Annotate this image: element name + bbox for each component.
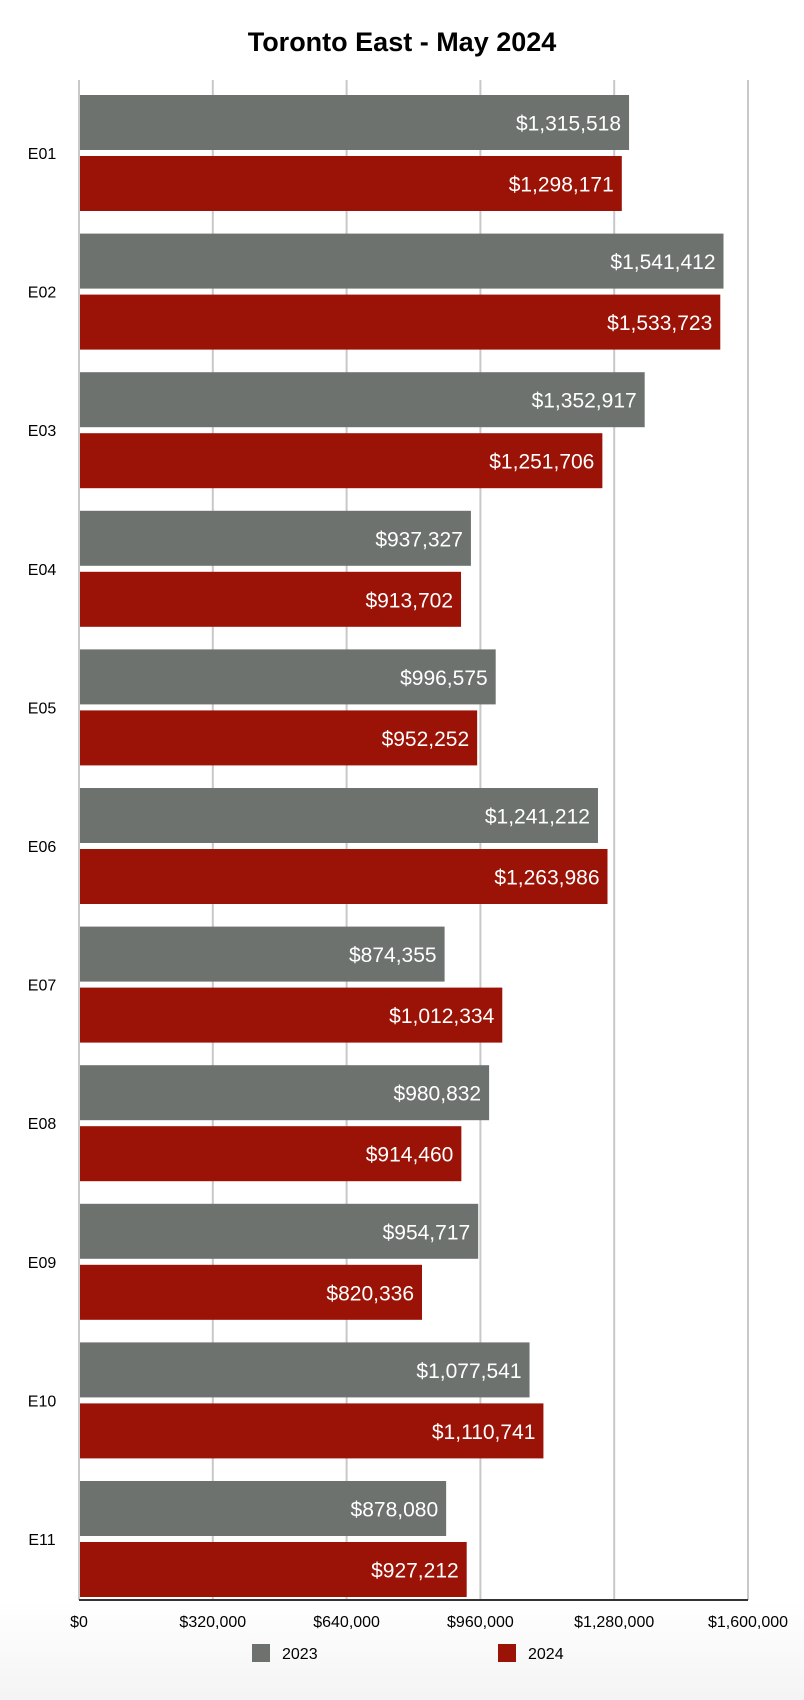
bar-2023-E09 [79, 1203, 479, 1259]
bar-2024-E09 [79, 1264, 423, 1320]
bar-data-label: $937,327 [375, 528, 463, 551]
bar-data-label: $1,315,518 [516, 113, 621, 136]
category-label: E08 [28, 1116, 57, 1133]
category-label: E07 [28, 978, 57, 995]
bar-data-label: $913,702 [365, 589, 453, 612]
bar-2024-E01 [79, 156, 622, 211]
bar-2024-E08 [79, 1126, 462, 1182]
legend-swatch-2023 [252, 1644, 270, 1662]
bars: $1,315,518 $1,298,171 $1,541,412 $1,533,723… [79, 95, 724, 1597]
x-tick-label: $640,000 [313, 1614, 380, 1631]
legend-label: 2024 [528, 1646, 564, 1663]
bar-data-label: $927,212 [371, 1560, 459, 1583]
bar-data-label: $820,336 [326, 1282, 414, 1305]
bar-2023-E05 [79, 649, 496, 705]
bar-data-label: $952,252 [382, 728, 470, 751]
bar-data-label: $914,460 [366, 1144, 454, 1167]
legend-swatch-2024 [498, 1644, 516, 1662]
bar-2023-E10 [79, 1342, 530, 1398]
bar-2023-E08 [79, 1065, 490, 1121]
bar-data-label: $1,012,334 [389, 1005, 494, 1028]
bar-2023-E03 [79, 372, 645, 428]
bar-2024-E02 [79, 294, 721, 350]
bar-2023-E07 [79, 926, 445, 982]
bar-2023-E11 [79, 1481, 447, 1536]
bar-2024-E06 [79, 849, 608, 904]
category-label: E04 [28, 562, 57, 579]
bar-2024-E04 [79, 571, 462, 627]
category-label: E02 [28, 285, 57, 302]
chart-title: Toronto East - May 2024 [248, 27, 557, 57]
bar-data-label: $1,541,412 [610, 251, 715, 274]
x-tick-label: $1,280,000 [574, 1614, 654, 1631]
bar-2023-E02 [79, 233, 724, 289]
bar-data-label: $1,263,986 [494, 867, 599, 890]
x-tick-label: $1,600,000 [708, 1614, 788, 1631]
bar-2024-E05 [79, 710, 478, 766]
bar-2024-E11 [79, 1542, 467, 1597]
legend: 2023 2024 [252, 1644, 564, 1663]
category-label: E01 [28, 146, 57, 163]
bar-data-label: $954,717 [383, 1221, 471, 1244]
x-tick-label: $960,000 [447, 1614, 514, 1631]
bar-data-label: $1,077,541 [416, 1360, 521, 1383]
bar-data-label: $878,080 [351, 1499, 439, 1522]
bar-2024-E03 [79, 433, 603, 489]
x-tick-label: $320,000 [179, 1614, 246, 1631]
category-label: E09 [28, 1255, 57, 1272]
bar-2023-E06 [79, 788, 598, 843]
bar-2023-E04 [79, 510, 471, 566]
category-label: E06 [28, 839, 57, 856]
x-tick-label: $0 [70, 1614, 88, 1631]
category-label: E11 [28, 1532, 55, 1549]
axes: $0 $320,000 $640,000 $960,000 $1,280,000 $1,6… [28, 80, 788, 1631]
bar-data-label: $996,575 [400, 667, 488, 690]
bar-2023-E01 [79, 95, 630, 150]
bar-data-label: $980,832 [394, 1083, 482, 1106]
bar-data-label: $1,241,212 [485, 806, 590, 829]
bar-data-label: $1,110,741 [432, 1421, 536, 1444]
bar-2024-E07 [79, 987, 503, 1043]
category-label: E10 [28, 1393, 57, 1410]
category-label: E05 [28, 700, 57, 717]
bar-data-label: $1,533,723 [607, 312, 712, 335]
category-label: E03 [28, 423, 57, 440]
legend-label: 2023 [282, 1646, 318, 1663]
bar-data-label: $1,251,706 [489, 451, 594, 474]
bar-data-label: $1,298,171 [509, 174, 614, 197]
bar-2024-E10 [79, 1403, 544, 1459]
bar-data-label: $874,355 [349, 944, 437, 967]
bar-data-label: $1,352,917 [532, 390, 637, 413]
